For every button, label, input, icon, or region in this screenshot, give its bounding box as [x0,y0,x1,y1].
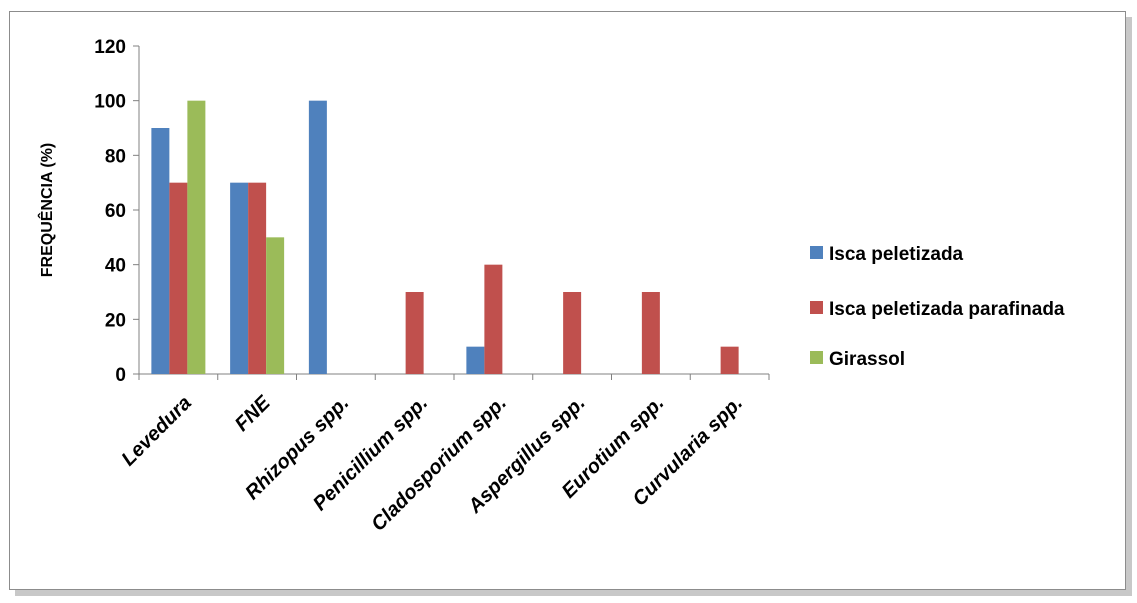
bar-isca-peletizada-parafinada-cladosporium-spp [484,264,503,374]
bar-isca-peletizada-parafinada-aspergillus-spp [563,292,582,374]
y-tick-label: 40 [105,256,126,277]
bar-isca-peletizada-parafinada-eurotium-spp [641,292,660,374]
legend-label: Isca peletizada [829,244,964,265]
legend-swatch-girassol [810,351,823,364]
bar-isca-peletizada-rhizopus-spp [308,100,327,375]
x-tick-label: FNE [231,392,275,436]
legend-swatch-isca-peletizada [810,246,823,259]
y-tick-label: 20 [105,310,126,331]
legend-swatch-isca-peletizada-parafinada [810,301,823,314]
y-tick-label: 100 [94,92,126,113]
y-tick-label: 60 [105,201,126,222]
legend: Isca peletizada Isca peletizada parafinad… [810,244,1065,370]
legend-label: Girassol [829,349,905,370]
bar-isca-peletizada-parafinada-curvularia-spp [720,346,739,374]
y-axis-label: FREQUÊNCIA (%) [37,143,56,278]
bar-isca-peletizada-parafinada-levedura [169,182,188,374]
x-tick-label: Levedura [117,392,195,470]
legend-label: Isca peletizada parafinada [829,299,1065,320]
y-tick-label: 120 [94,37,126,58]
bar-isca-peletizada-levedura [151,128,170,374]
bar-isca-peletizada-parafinada-fne [248,182,267,374]
x-tick-label: Cladosporium spp. [367,392,511,536]
y-tick-label: 0 [115,365,126,386]
bar-isca-peletizada-parafinada-penicillium-spp [405,292,424,374]
y-tick-label: 80 [105,146,126,167]
bar-girassol-fne [266,237,285,374]
bar-girassol-levedura [187,100,206,375]
bar-isca-peletizada-fne [230,182,249,374]
bar-isca-peletizada-cladosporium-spp [466,346,485,374]
